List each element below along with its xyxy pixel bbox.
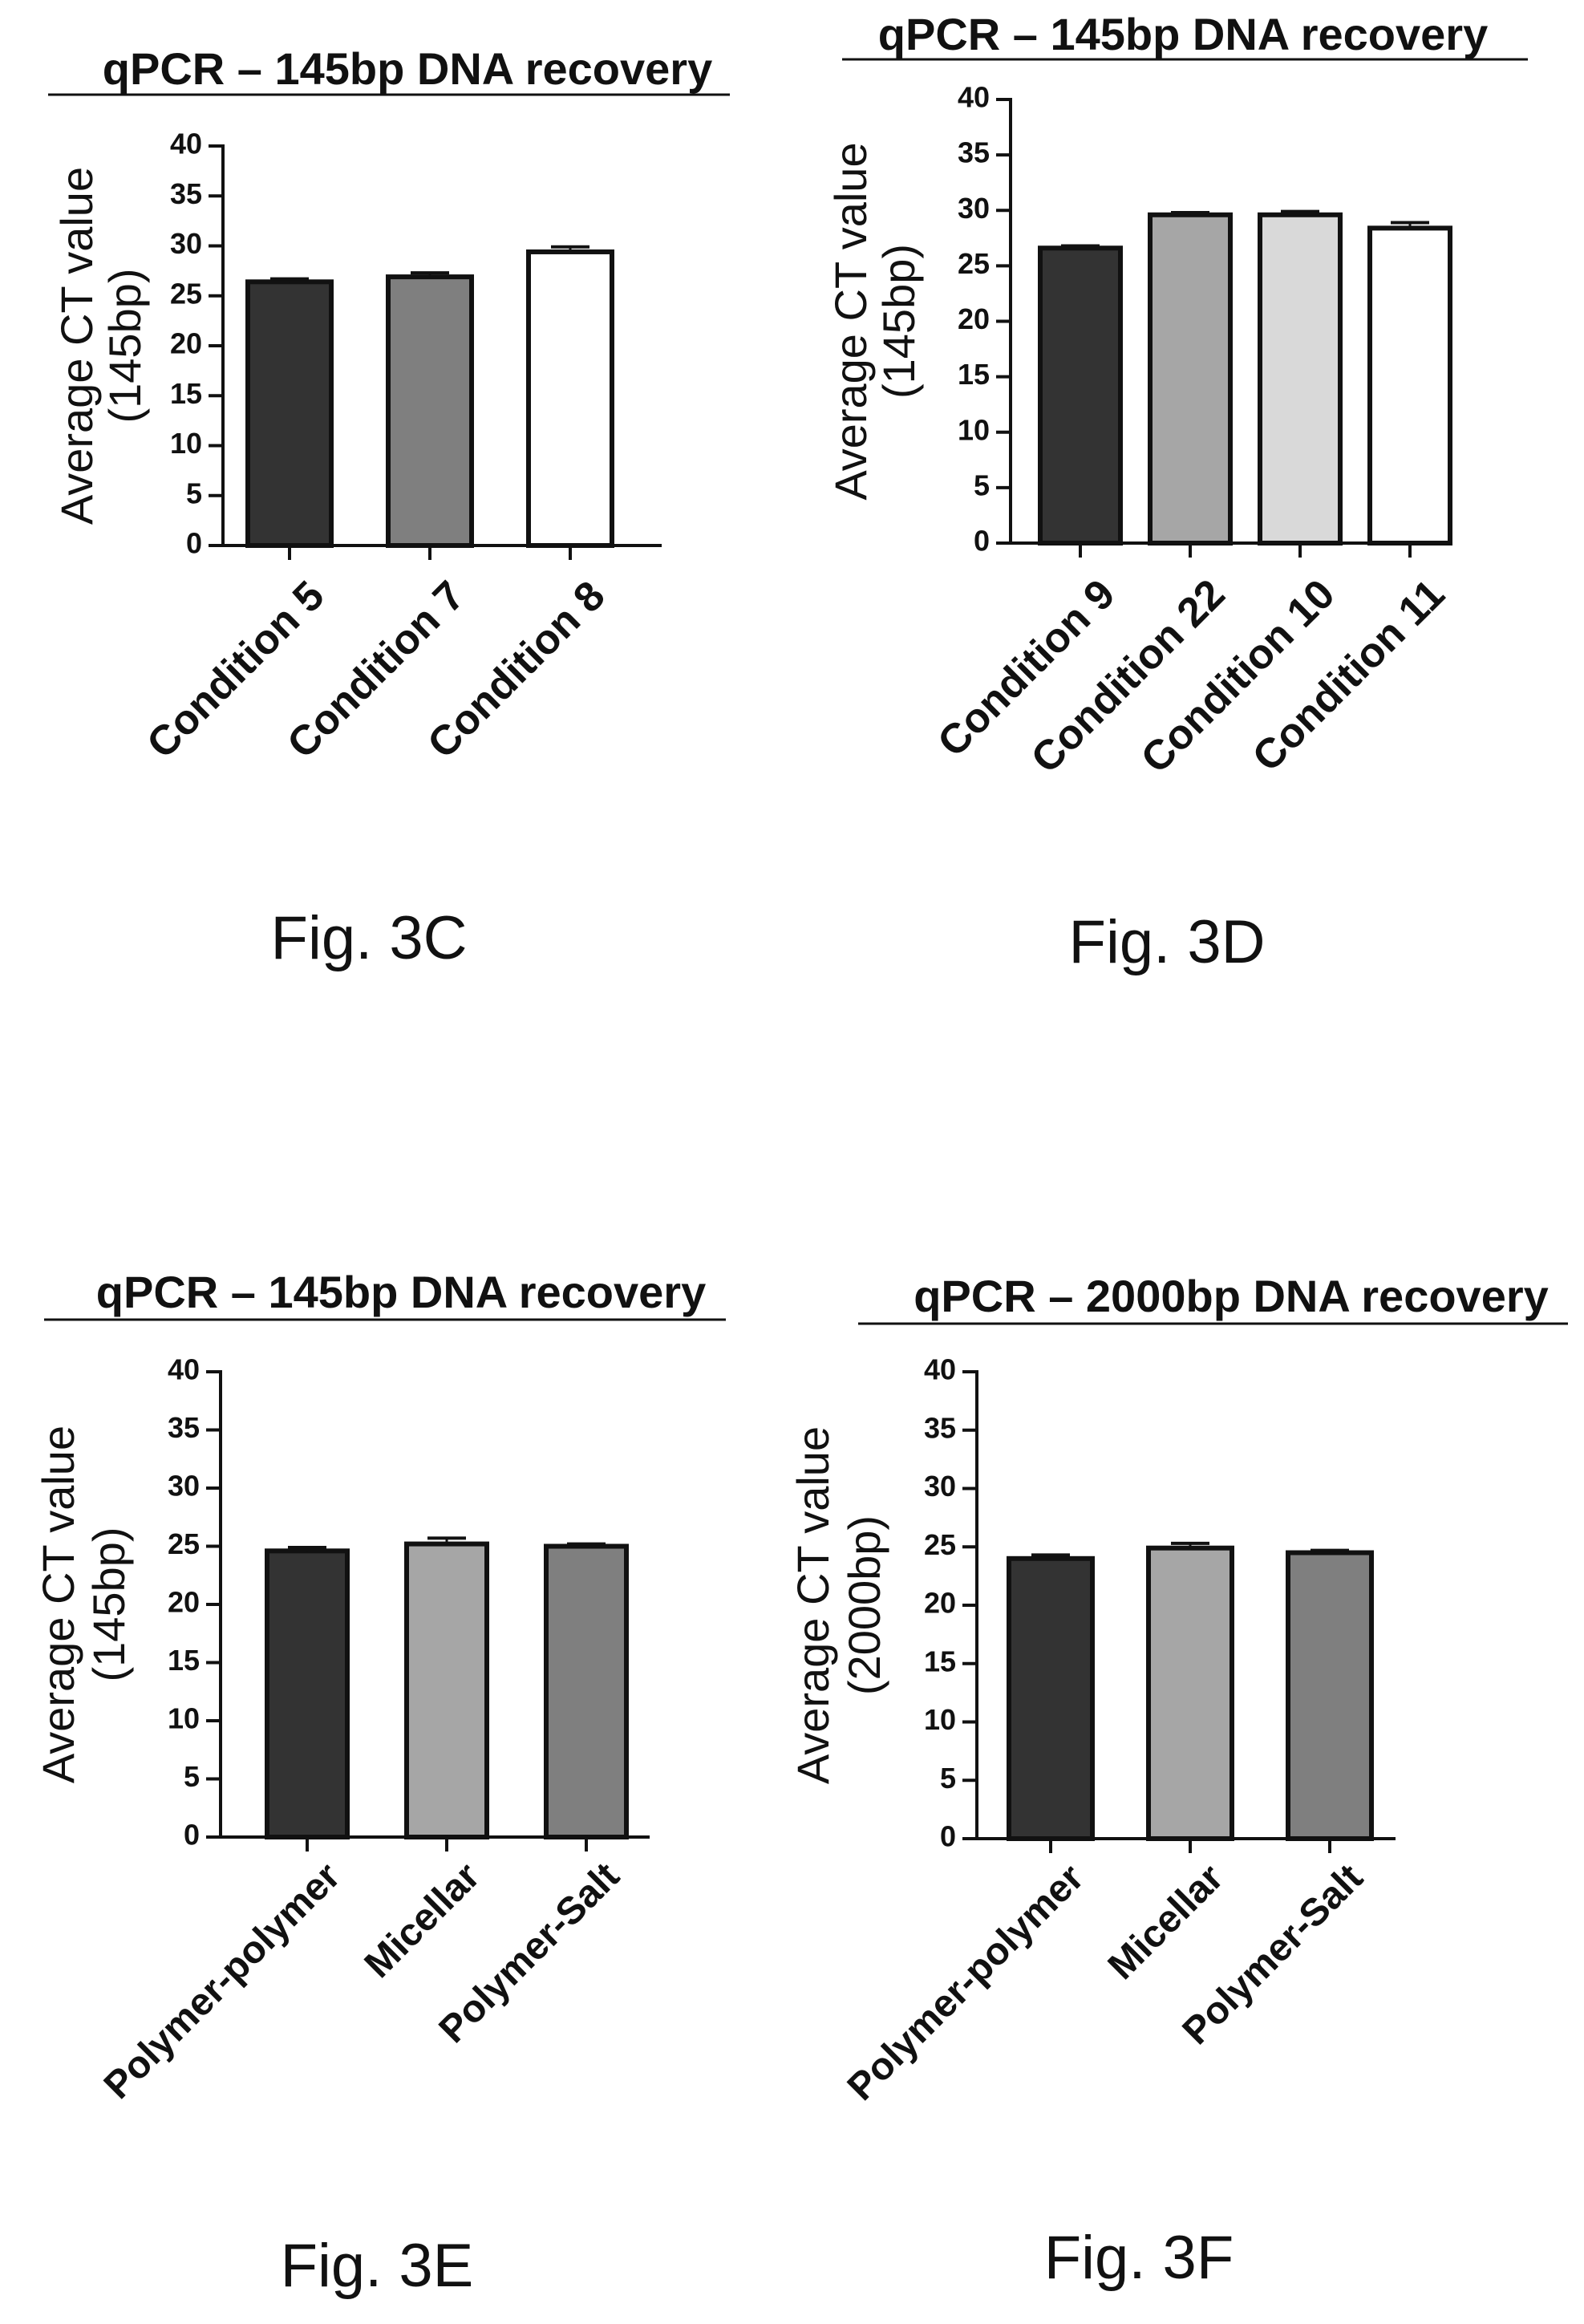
bar-1	[1007, 1555, 1095, 1842]
y-tick-label: 5	[974, 468, 990, 501]
y-tick-label: 25	[168, 1527, 200, 1560]
x-category-label: Condition 10	[1132, 570, 1344, 782]
bar-2	[386, 274, 474, 548]
y-tick-label: 15	[924, 1645, 956, 1677]
y-tick-label: 10	[170, 427, 202, 460]
figure-label: Fig. 3E	[281, 2232, 474, 2300]
bar-4	[1367, 225, 1452, 546]
y-tick-label: 40	[170, 128, 202, 160]
y-tick-label: 0	[186, 527, 202, 560]
y-tick-label: 30	[924, 1470, 956, 1503]
y-axis-label: Average CT value	[51, 167, 102, 525]
x-category-label: Condition 11	[1244, 570, 1454, 781]
y-axis-label-unit: (145bp)	[83, 1527, 134, 1681]
y-tick-label: 25	[924, 1528, 956, 1561]
y-axis-label-unit: (2000bp)	[839, 1515, 889, 1695]
x-category-label: Micellar	[1100, 1856, 1232, 1988]
y-axis-label: Average CT value	[825, 142, 876, 500]
y-tick-label: 35	[958, 136, 990, 169]
bar-1	[265, 1548, 350, 1840]
y-tick-label: 25	[958, 247, 990, 280]
bar-1	[1038, 245, 1123, 546]
y-tick-label: 0	[184, 1819, 200, 1851]
figure-label: Fig. 3F	[1044, 2224, 1234, 2292]
y-tick-label: 40	[958, 81, 990, 114]
y-tick-label: 35	[924, 1411, 956, 1444]
figure-label: Fig. 3D	[1069, 908, 1266, 976]
y-tick-label: 10	[924, 1703, 956, 1736]
y-tick-label: 35	[170, 177, 202, 210]
x-category-label: Polymer-polymer	[840, 1856, 1092, 2109]
bar-2	[1148, 212, 1233, 546]
y-axis-label: Average CT value	[788, 1426, 838, 1784]
chart-panel-4: qPCR – 2000bp DNA recovery Average CT val…	[788, 1271, 1568, 2292]
y-tick-label: 15	[958, 358, 990, 391]
bar-3	[1286, 1550, 1374, 1842]
y-tick-label: 20	[168, 1586, 200, 1619]
x-category-label: Condition 22	[1023, 570, 1234, 782]
chart-panel-1: qPCR – 145bp DNA recovery Average CT valu…	[48, 43, 730, 972]
y-tick-label: 30	[958, 192, 990, 225]
y-axis-label-unit: (145bp)	[99, 268, 150, 423]
y-tick-label: 30	[170, 227, 202, 260]
chart-panel-2: qPCR – 145bp DNA recovery Average CT valu…	[825, 9, 1528, 976]
y-axis-label: Average CT value	[33, 1426, 83, 1783]
x-category-label: Polymer-polymer	[96, 1855, 349, 2107]
y-tick-label: 15	[168, 1644, 200, 1677]
y-tick-label: 25	[170, 277, 202, 310]
chart-title: qPCR – 145bp DNA recovery	[103, 43, 712, 94]
bar-1	[245, 279, 334, 548]
y-tick-label: 5	[940, 1762, 956, 1795]
bar-3	[1258, 212, 1343, 546]
y-tick-label: 35	[168, 1411, 200, 1444]
y-tick-label: 10	[958, 413, 990, 446]
chart-title: qPCR – 2000bp DNA recovery	[914, 1271, 1549, 1321]
y-tick-label: 0	[974, 525, 990, 558]
y-tick-label: 5	[184, 1760, 200, 1793]
x-category-label: Micellar	[357, 1855, 488, 1986]
y-tick-label: 40	[168, 1353, 200, 1386]
y-axis-label-unit: (145bp)	[873, 244, 924, 399]
y-tick-label: 20	[170, 327, 202, 360]
y-tick-label: 10	[168, 1702, 200, 1735]
figure-label: Fig. 3C	[271, 904, 468, 972]
chart-title: qPCR – 145bp DNA recovery	[878, 9, 1488, 59]
y-tick-label: 15	[170, 377, 202, 410]
y-tick-label: 20	[958, 302, 990, 335]
y-tick-label: 30	[168, 1470, 200, 1503]
y-tick-label: 5	[186, 477, 202, 509]
y-tick-label: 40	[924, 1353, 956, 1386]
bar-3	[526, 249, 614, 548]
y-tick-label: 20	[924, 1587, 956, 1620]
bar-3	[544, 1543, 629, 1839]
chart-title: qPCR – 145bp DNA recovery	[96, 1267, 706, 1317]
y-tick-label: 0	[940, 1820, 956, 1853]
bar-2	[404, 1541, 489, 1839]
bar-2	[1146, 1545, 1234, 1841]
chart-panel-3: qPCR – 145bp DNA recovery Average CT valu…	[33, 1267, 726, 2300]
